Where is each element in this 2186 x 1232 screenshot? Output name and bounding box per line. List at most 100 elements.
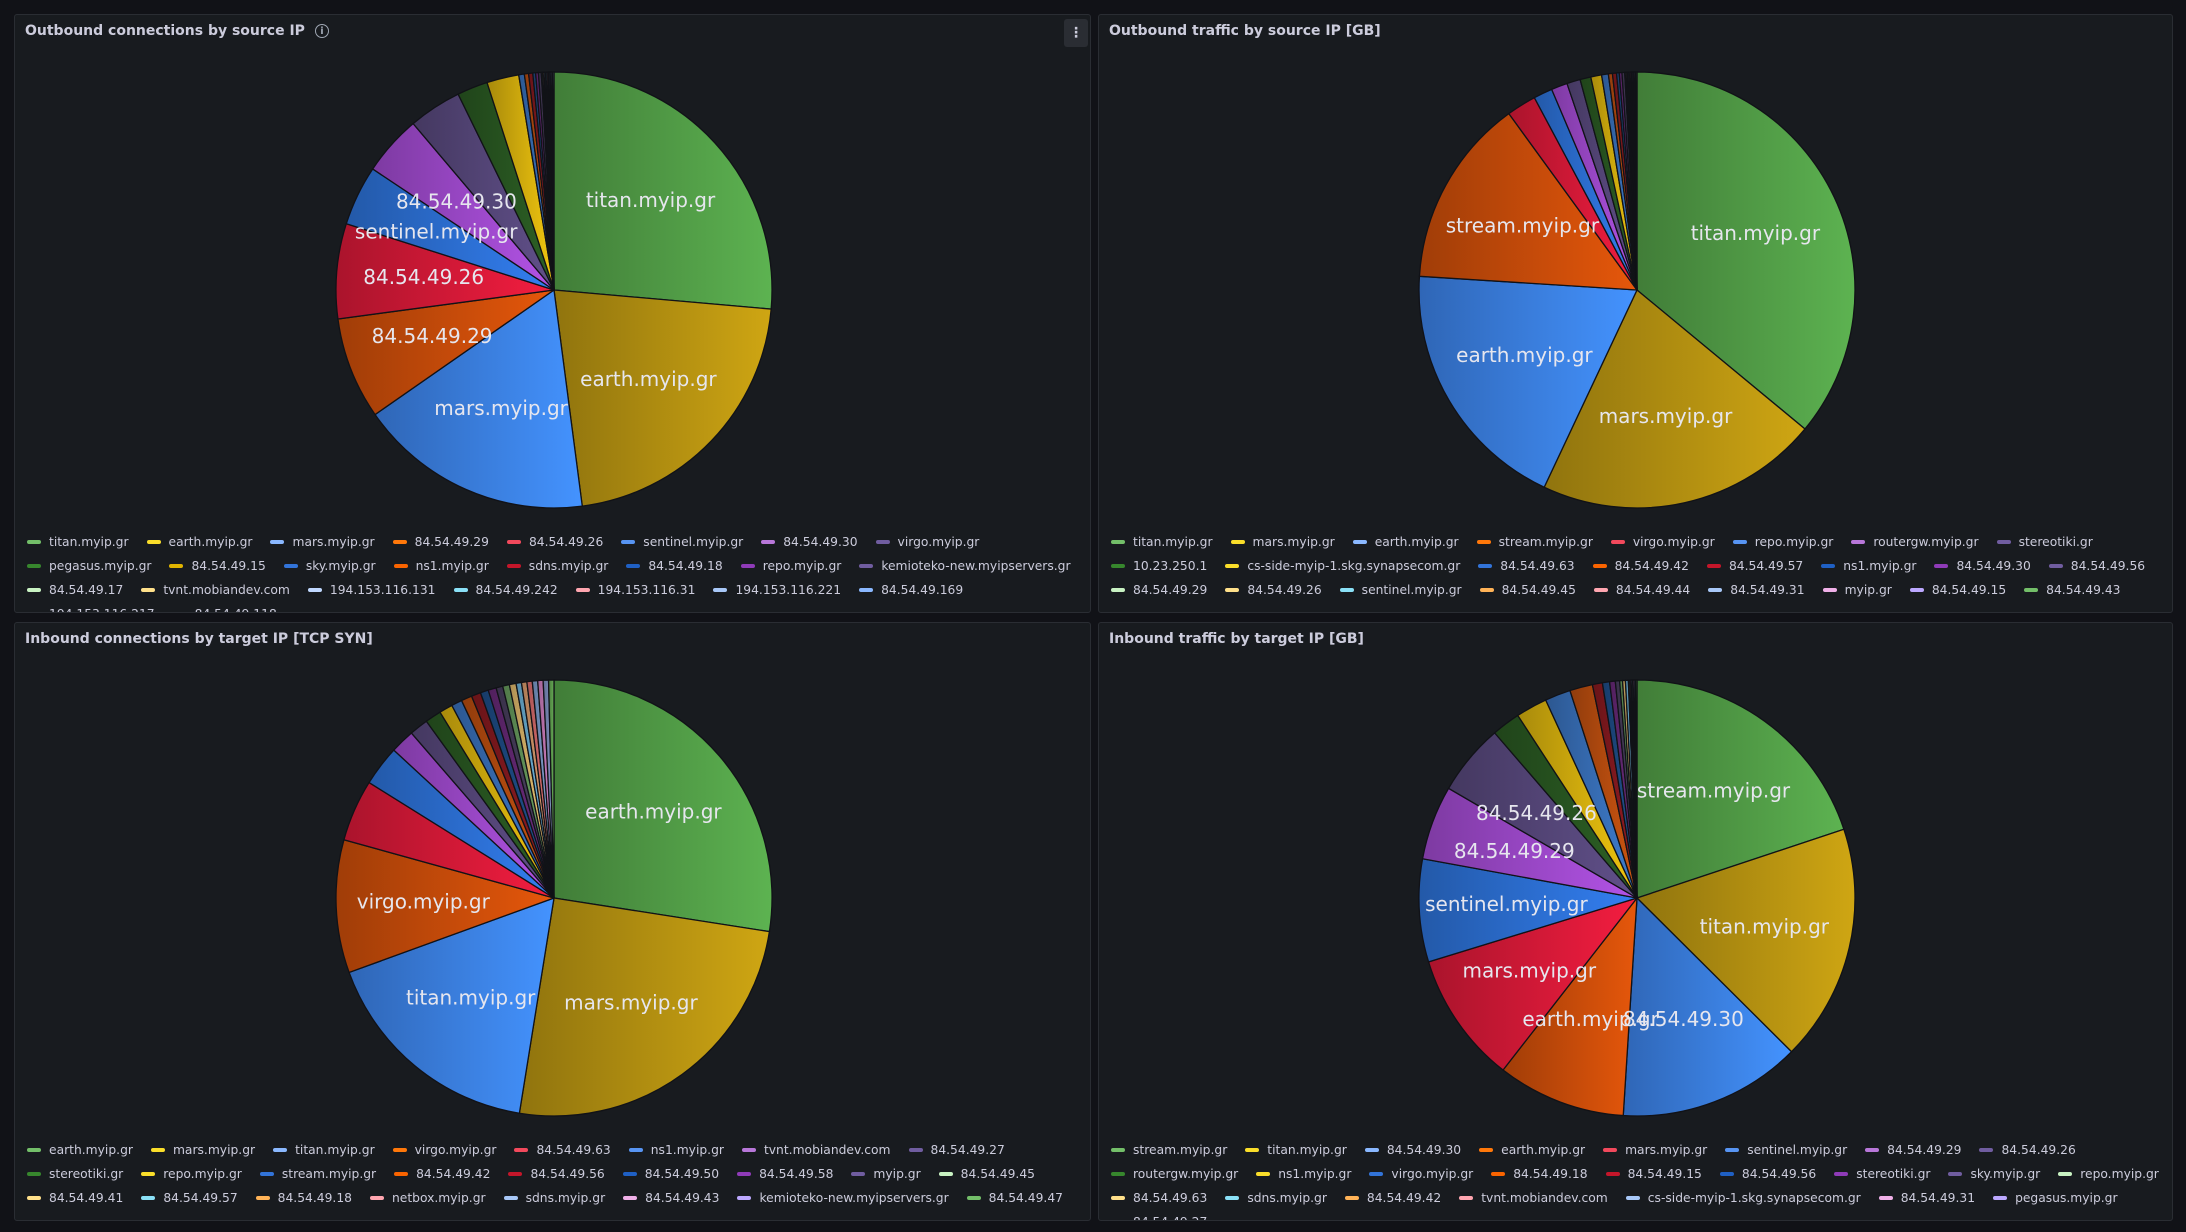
legend-item[interactable]: tvnt.mobiandev.com — [1459, 1189, 1608, 1207]
pie-slice-mars-myip-gr[interactable] — [374, 288, 584, 509]
pie-slice-titan-myip-gr[interactable] — [348, 897, 555, 1114]
legend-item[interactable]: 84.54.49.57 — [141, 1189, 238, 1207]
legend-item[interactable]: sdns.myip.gr — [506, 557, 608, 575]
legend-item[interactable]: netbox.myip.gr — [369, 1189, 486, 1207]
legend-item[interactable]: 84.54.49.56 — [1719, 1165, 1816, 1183]
legend-item[interactable]: 84.54.49.26 — [1979, 1141, 2076, 1159]
legend-item[interactable]: 84.54.49.63 — [514, 1141, 611, 1159]
legend-item[interactable]: stereotiki.gr — [1996, 533, 2093, 551]
legend-item[interactable]: mars.myip.gr — [1603, 1141, 1707, 1159]
legend-item[interactable]: virgo.myip.gr — [1610, 533, 1715, 551]
legend-item[interactable]: 84.54.49.56 — [2048, 557, 2145, 575]
pie-slice-earth-myip-gr[interactable] — [1418, 275, 1638, 489]
legend-item[interactable]: 84.54.49.47 — [966, 1189, 1063, 1207]
info-icon[interactable]: i — [314, 24, 329, 38]
legend-item[interactable]: 84.54.49.29 — [1111, 581, 1207, 599]
legend-item[interactable]: repo.myip.gr — [1732, 533, 1833, 551]
legend-item[interactable]: pegasus.myip.gr — [1993, 1189, 2118, 1207]
legend-item[interactable]: 84.54.49.169 — [859, 581, 963, 599]
legend-item[interactable]: cs-side-myip-1.skg.synapsecom.gr — [1625, 1189, 1861, 1207]
legend-item[interactable]: 84.54.49.56 — [508, 1165, 605, 1183]
legend-item[interactable]: 84.54.49.42 — [1344, 1189, 1441, 1207]
pie-slice-mars-myip-gr[interactable] — [1543, 288, 1806, 509]
legend-item[interactable]: 84.54.49.44 — [1593, 581, 1690, 599]
legend-item[interactable]: 84.54.49.31 — [1878, 1189, 1975, 1207]
legend-item[interactable]: 84.54.49.31 — [1708, 581, 1805, 599]
legend-item[interactable]: stereotiki.gr — [27, 1165, 123, 1183]
legend-item[interactable]: titan.myip.gr — [27, 533, 129, 551]
legend-item[interactable]: kemioteko-new.myipservers.gr — [737, 1189, 949, 1207]
legend-item[interactable]: titan.myip.gr — [1111, 533, 1213, 551]
legend-item[interactable]: tvnt.mobiandev.com — [741, 1141, 891, 1159]
legend-item[interactable]: mars.myip.gr — [1230, 533, 1335, 551]
panel-title[interactable]: Outbound traffic by source IP [GB] — [1109, 23, 1381, 39]
pie-slice-84-54-49-47[interactable] — [547, 679, 555, 899]
legend-item[interactable]: 84.54.49.15 — [169, 557, 266, 575]
panel-menu-icon[interactable]: ⋮ — [1064, 19, 1088, 47]
legend-item[interactable]: 84.54.49.15 — [1909, 581, 2006, 599]
legend-item[interactable]: 194.153.116.31 — [575, 581, 695, 599]
legend-item[interactable]: 84.54.49.242 — [453, 581, 558, 599]
legend-item[interactable]: kemioteko-new.myipservers.gr — [859, 557, 1071, 575]
legend-item[interactable]: 84.54.49.15 — [1605, 1165, 1702, 1183]
legend-item[interactable]: 84.54.49.27 — [908, 1141, 1005, 1159]
legend-item[interactable]: earth.myip.gr — [1479, 1141, 1585, 1159]
pie-slice-titan-myip-gr[interactable] — [1636, 71, 1856, 430]
pie-slice-84-54-49-118[interactable] — [551, 71, 555, 291]
legend-item[interactable]: sky.myip.gr — [1948, 1165, 2040, 1183]
legend-item[interactable]: cs-side-myip-1.skg.synapsecom.gr — [1225, 557, 1460, 575]
legend-item[interactable]: repo.myip.gr — [141, 1165, 242, 1183]
legend-item[interactable]: 84.54.49.29 — [392, 533, 489, 551]
legend-item[interactable]: titan.myip.gr — [273, 1141, 375, 1159]
legend-item[interactable]: 84.54.49.26 — [1225, 581, 1322, 599]
panel-title[interactable]: Inbound connections by target IP [TCP SY… — [25, 631, 373, 647]
pie-slice-stream-myip-gr[interactable] — [1636, 679, 1845, 899]
pie-slice-84-54-49-29[interactable] — [337, 289, 555, 416]
legend-item[interactable]: 84.54.49.45 — [1479, 581, 1576, 599]
legend-item[interactable]: virgo.myip.gr — [875, 533, 979, 551]
legend-item[interactable]: ns1.myip.gr — [628, 1141, 724, 1159]
legend-item[interactable]: virgo.myip.gr — [1369, 1165, 1473, 1183]
legend-item[interactable]: tvnt.mobiandev.com — [141, 581, 290, 599]
legend-item[interactable]: 84.54.49.45 — [938, 1165, 1035, 1183]
legend-item[interactable]: 84.54.49.41 — [27, 1189, 123, 1207]
legend-item[interactable]: 84.54.49.43 — [623, 1189, 719, 1207]
pie-slice-84-54-49-43[interactable] — [1634, 71, 1638, 291]
legend-item[interactable]: routergw.myip.gr — [1111, 1165, 1238, 1183]
legend-item[interactable]: stereotiki.gr — [1834, 1165, 1930, 1183]
panel-title[interactable]: Inbound traffic by target IP [GB] — [1109, 631, 1364, 647]
pie-slice-titan-myip-gr[interactable] — [1635, 828, 1856, 1053]
legend-item[interactable]: stream.myip.gr — [1111, 1141, 1227, 1159]
legend-item[interactable]: repo.myip.gr — [2058, 1165, 2159, 1183]
legend-item[interactable]: sentinel.myip.gr — [1339, 581, 1462, 599]
legend-item[interactable]: stream.myip.gr — [259, 1165, 376, 1183]
legend-item[interactable]: 84.54.49.57 — [1706, 557, 1803, 575]
legend-item[interactable]: 84.54.49.18 — [1491, 1165, 1588, 1183]
legend-item[interactable]: 194.153.116.217 — [27, 605, 155, 612]
legend-item[interactable]: 84.54.49.50 — [622, 1165, 719, 1183]
legend-item[interactable]: 84.54.49.43 — [2024, 581, 2120, 599]
pie-slice-mars-myip-gr[interactable] — [1427, 896, 1639, 1071]
legend-item[interactable]: ns1.myip.gr — [393, 557, 489, 575]
pie-slice-earth-myip-gr[interactable] — [553, 289, 772, 507]
legend-item[interactable]: 194.153.116.131 — [307, 581, 436, 599]
legend-item[interactable]: 84.54.49.58 — [737, 1165, 833, 1183]
legend-item[interactable]: mars.myip.gr — [150, 1141, 255, 1159]
legend-item[interactable]: 84.54.49.29 — [1865, 1141, 1961, 1159]
legend-item[interactable]: earth.myip.gr — [27, 1141, 133, 1159]
legend-item[interactable]: sdns.myip.gr — [1225, 1189, 1327, 1207]
legend-item[interactable]: 84.54.49.42 — [394, 1165, 490, 1183]
legend-item[interactable]: 84.54.49.63 — [1111, 1189, 1207, 1207]
legend-item[interactable]: titan.myip.gr — [1245, 1141, 1347, 1159]
legend-item[interactable]: 10.23.250.1 — [1111, 557, 1207, 575]
legend-item[interactable]: 84.54.49.30 — [761, 533, 858, 551]
legend-item[interactable]: myip.gr — [1822, 581, 1892, 599]
pie-slice-virgo-myip-gr[interactable] — [335, 838, 557, 974]
legend-item[interactable]: 84.54.49.18 — [255, 1189, 352, 1207]
legend-item[interactable]: 194.153.116.221 — [713, 581, 841, 599]
legend-item[interactable]: pegasus.myip.gr — [27, 557, 151, 575]
legend-item[interactable]: earth.myip.gr — [1352, 533, 1459, 551]
legend-item[interactable]: ns1.myip.gr — [1256, 1165, 1351, 1183]
legend-item[interactable]: myip.gr — [851, 1165, 921, 1183]
legend-item[interactable]: routergw.myip.gr — [1851, 533, 1979, 551]
